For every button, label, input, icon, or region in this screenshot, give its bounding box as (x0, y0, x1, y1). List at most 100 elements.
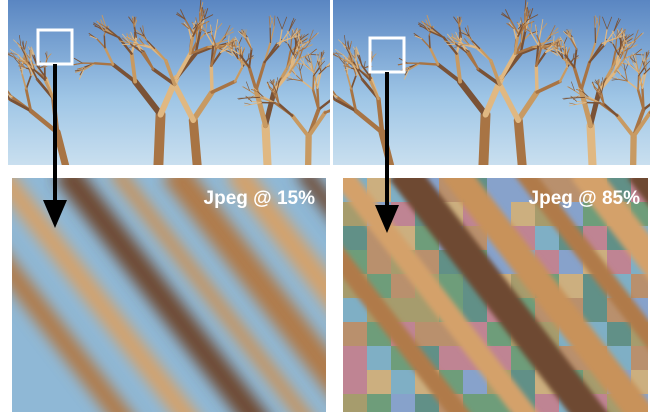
branch (19, 34, 22, 48)
branch (43, 78, 55, 101)
branch (633, 29, 639, 42)
branch (457, 36, 464, 45)
branch (468, 44, 481, 50)
branch (326, 65, 330, 67)
branch (568, 104, 577, 107)
branch (273, 85, 278, 94)
branch (551, 43, 557, 50)
branch (457, 78, 489, 118)
branch (340, 57, 353, 65)
branch (349, 87, 358, 113)
branch (13, 39, 22, 48)
branch (323, 109, 330, 114)
branch (129, 44, 139, 48)
branch (273, 15, 276, 27)
branch (615, 31, 624, 39)
branch (555, 48, 566, 55)
branch (576, 88, 583, 92)
branch (552, 35, 555, 45)
branch (428, 30, 445, 39)
branch (192, 24, 199, 37)
branch (0, 79, 2, 87)
branch (281, 16, 288, 30)
branch (457, 18, 460, 28)
branch (200, 16, 202, 26)
branch (645, 50, 650, 60)
branch (132, 18, 135, 28)
branch (309, 53, 320, 56)
branch (103, 46, 115, 66)
branch (181, 22, 190, 29)
branch (638, 66, 645, 77)
branch (505, 9, 511, 20)
branch (637, 75, 640, 91)
branch (625, 40, 629, 48)
branch (651, 65, 655, 66)
branch (288, 57, 301, 74)
branch (263, 42, 279, 64)
branch (199, 0, 202, 14)
branch (425, 19, 431, 30)
branch (368, 78, 380, 101)
branch (454, 51, 463, 84)
branch (509, 18, 519, 34)
branch (31, 52, 33, 61)
branch (421, 38, 431, 49)
branch (93, 23, 105, 32)
branch (629, 64, 640, 73)
branch (29, 57, 34, 70)
branch (8, 52, 18, 55)
branch (357, 67, 371, 81)
branch (28, 108, 60, 135)
branch (249, 90, 261, 98)
branch (320, 50, 325, 60)
branch (616, 30, 626, 39)
branch (307, 52, 312, 62)
branch (651, 62, 655, 67)
branch (635, 60, 640, 73)
branch (300, 40, 304, 48)
branch (626, 80, 639, 91)
branch (317, 99, 330, 111)
branch (333, 93, 338, 98)
branch (623, 62, 626, 72)
branch (571, 96, 586, 99)
branch (244, 37, 253, 50)
branch (560, 47, 564, 60)
branch (526, 7, 531, 19)
branch (570, 95, 577, 102)
branch (277, 77, 279, 85)
branch (0, 69, 1, 75)
branch (612, 74, 619, 80)
branch (617, 78, 628, 82)
branch (563, 31, 571, 39)
branch (520, 17, 524, 26)
branch (210, 24, 213, 36)
branch (134, 31, 145, 37)
branch (622, 47, 625, 60)
branch (290, 113, 311, 139)
branch (353, 108, 385, 135)
branch (171, 81, 197, 123)
branch (459, 40, 468, 54)
branch (651, 61, 655, 67)
branch (251, 88, 258, 92)
branch (224, 25, 231, 37)
branch (615, 35, 626, 39)
branch (594, 79, 599, 86)
branch (601, 83, 605, 94)
branch (312, 73, 320, 91)
branch (354, 57, 359, 70)
branch (188, 45, 210, 55)
jpeg-block (463, 298, 487, 322)
blurred-branch (161, 178, 326, 393)
branch (299, 33, 309, 41)
branch (316, 71, 322, 89)
branch (468, 33, 473, 41)
branch (205, 21, 208, 33)
branch (143, 44, 156, 50)
jpeg-block (343, 370, 367, 394)
branch (579, 60, 592, 92)
branch (346, 73, 353, 90)
branch (153, 47, 167, 62)
